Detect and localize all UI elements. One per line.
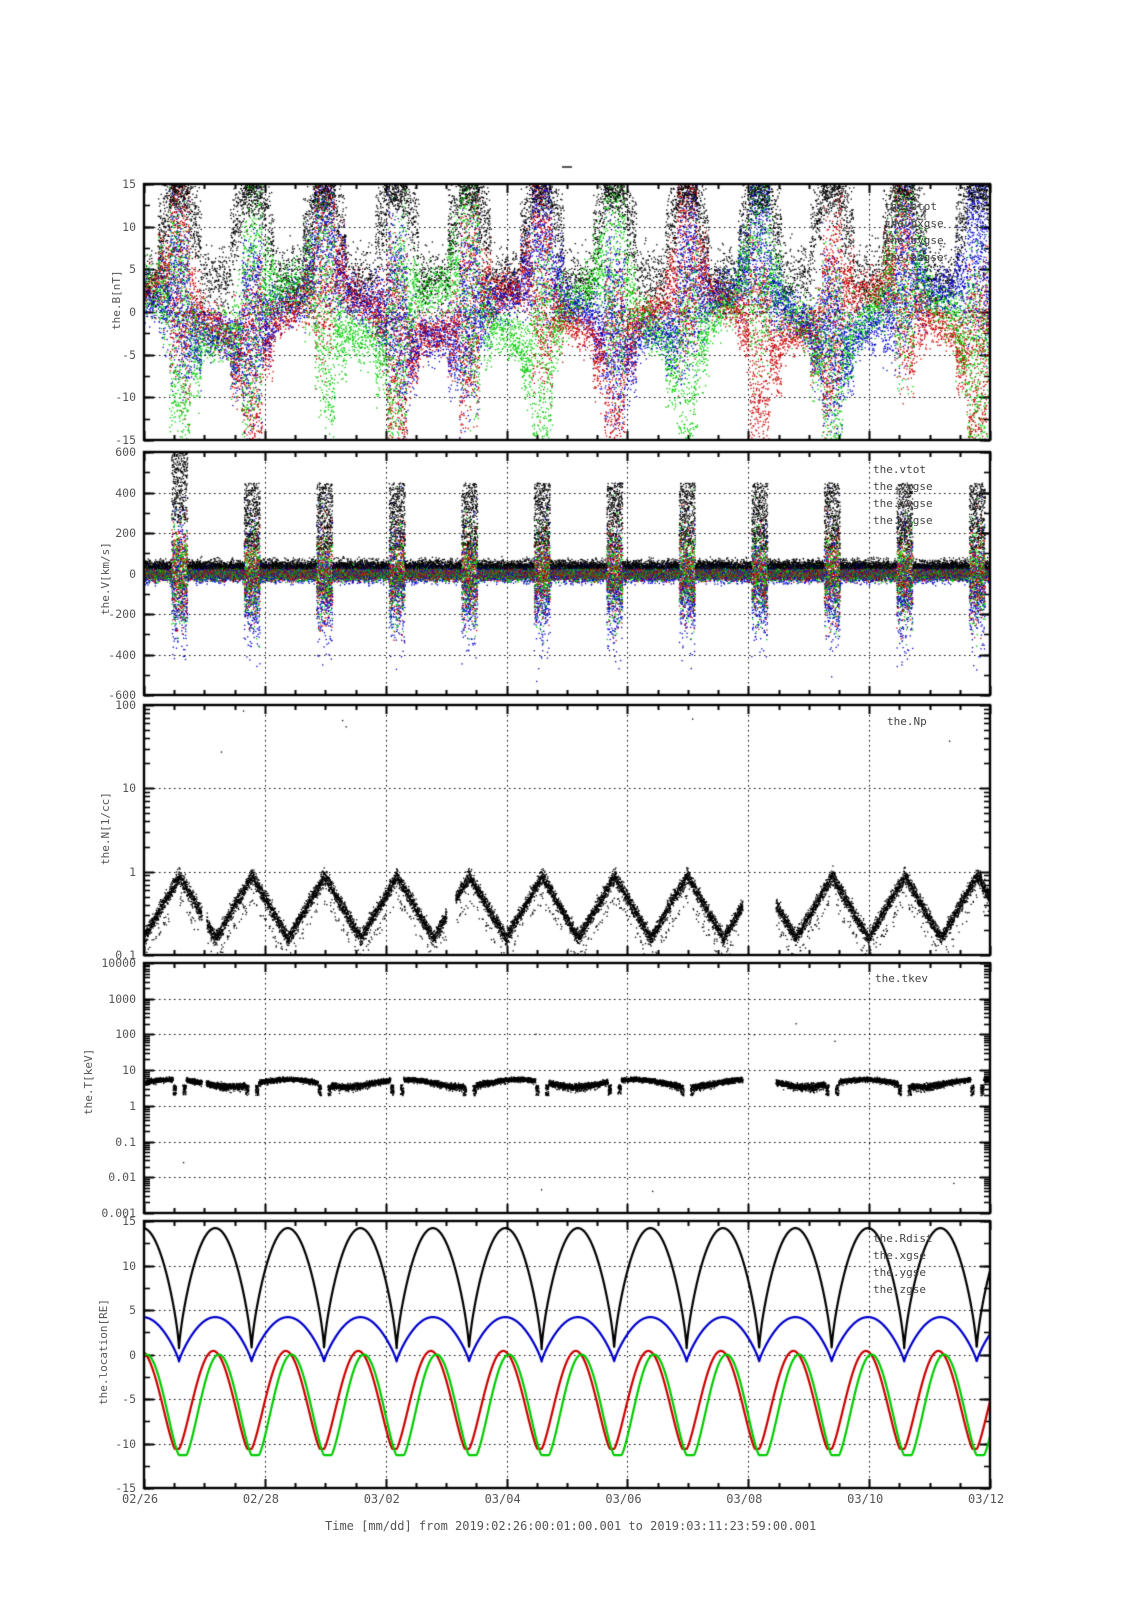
panel4-ytick-5: 0.1 (115, 1134, 136, 1149)
panel1-ytick-3: 0 (129, 305, 136, 319)
panel2-ytick-1: 400 (115, 485, 136, 500)
panel1-legend-1: the.bxgse (884, 217, 944, 230)
panel2-legend-1: the.vxgse (873, 480, 933, 493)
panel4-ytick-4: 1 (129, 1098, 136, 1113)
panel1-legend-2: the.bygse (884, 234, 944, 247)
panel2-ytick-0: 600 (115, 445, 136, 459)
panel2-legend-0: the.vtot (873, 463, 926, 476)
x-tick-4: 03/06 (605, 1492, 642, 1506)
panel4-ytick-2: 100 (115, 1027, 136, 1042)
panel5-ytick-3: 0 (129, 1347, 136, 1362)
panel5-ytick-6: -15 (115, 1481, 136, 1495)
panel1-ytick-4: -5 (122, 347, 136, 362)
panel5-ytick-4: -5 (122, 1392, 136, 1406)
panel2-ytick-4: -200 (108, 607, 136, 621)
panel3-ytick-0: 100 (115, 698, 136, 712)
panel5-ytick-0: 15 (122, 1214, 136, 1228)
panel1-ytick-0: 15 (122, 177, 136, 191)
time-caption: Time [mm/dd] from 2019:02:26:00:01:00.00… (325, 1519, 817, 1533)
panel4-ytick-6: 0.01 (108, 1170, 136, 1185)
panel4-ytick-3: 10 (122, 1063, 136, 1078)
panel3-ytick-3: 0.1 (115, 948, 136, 962)
panel4-ytick-0: 10000 (101, 956, 136, 970)
panel1-legend-3: the.bzgse (884, 251, 944, 264)
panel1-ylabel: the.B[nT] (110, 270, 123, 330)
panel3-ylabel: the.N[1/cc] (99, 792, 112, 865)
panel5-legend-2: the.ygse (873, 1266, 926, 1279)
panel1-legend-0: the.btot (884, 200, 937, 213)
panel5-ytick-5: -10 (115, 1436, 136, 1451)
panel5-ytick-2: 5 (129, 1303, 136, 1317)
panel1-ytick-2: 5 (129, 262, 136, 277)
x-tick-1: 02/28 (242, 1492, 279, 1506)
x-tick-0: 02/26 (122, 1492, 159, 1506)
panel3-ytick-2: 1 (129, 864, 136, 879)
panel4-legend-0: the.tkev (875, 972, 928, 985)
panel5-ytick-1: 10 (122, 1258, 136, 1273)
panel2-legend-3: the.vzgse (873, 514, 933, 527)
x-tick-7: 03/12 (968, 1492, 1005, 1506)
panel1-ytick-6: -15 (115, 433, 136, 447)
panel2-ytick-2: 200 (115, 526, 136, 540)
panel3-ytick-1: 10 (122, 781, 136, 796)
panel1-ytick-1: 10 (122, 219, 136, 234)
panel5-legend-1: the.xgse (873, 1249, 926, 1262)
panel4-ytick-7: 0.001 (101, 1206, 136, 1220)
x-tick-2: 03/02 (363, 1492, 400, 1506)
panel3-legend-0: the.Np (887, 715, 927, 728)
panel2-ytick-3: 0 (129, 566, 136, 581)
panel2-ytick-6: -600 (108, 688, 136, 702)
x-tick-5: 03/08 (726, 1492, 763, 1506)
panel2-legend-2: the.vygse (873, 497, 933, 510)
x-tick-3: 03/04 (484, 1492, 521, 1506)
panel5-legend-0: the.Rdist (873, 1232, 933, 1245)
x-tick-6: 03/10 (847, 1492, 884, 1506)
panel4-ytick-1: 1000 (108, 991, 136, 1006)
panel1-ytick-5: -10 (115, 390, 136, 405)
panel5-legend-3: the.zgse (873, 1283, 926, 1296)
panel2-ytick-5: -400 (108, 647, 136, 662)
